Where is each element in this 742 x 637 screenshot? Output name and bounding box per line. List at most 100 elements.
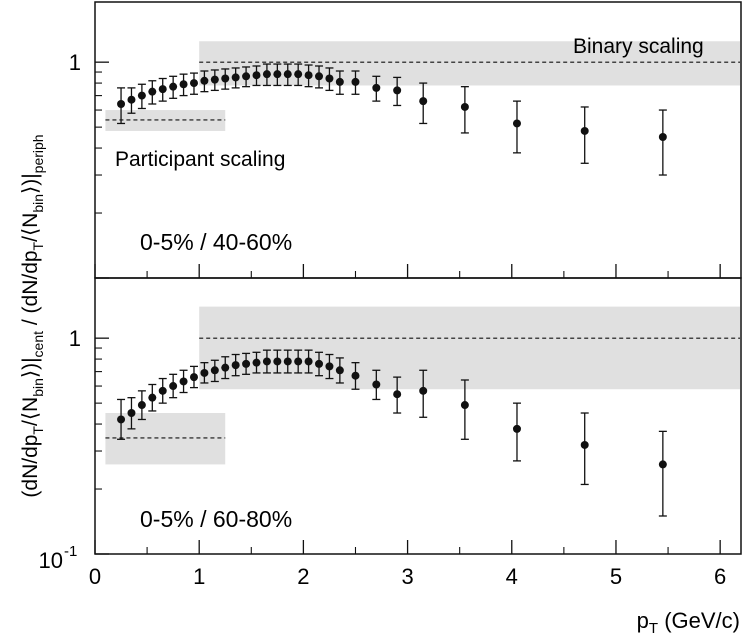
data-point xyxy=(252,71,261,80)
data-point-group xyxy=(200,70,209,93)
data-point xyxy=(189,373,198,382)
data-point xyxy=(169,82,178,91)
data-point-group xyxy=(137,83,146,110)
data-point xyxy=(117,415,126,424)
data-point xyxy=(419,386,428,395)
data-point xyxy=(304,71,313,80)
data-point-group xyxy=(393,376,402,414)
y-label-sub: bin xyxy=(30,194,46,213)
y-label-part: (dN/dp xyxy=(19,435,42,498)
data-point-group xyxy=(137,390,146,421)
x-axis-label: pT (GeV/c) xyxy=(637,608,740,637)
data-point xyxy=(393,86,402,95)
data-point xyxy=(158,386,167,395)
data-point-group xyxy=(512,402,521,462)
data-point xyxy=(148,393,157,402)
data-point xyxy=(372,380,381,389)
data-point xyxy=(127,95,136,104)
data-point-group xyxy=(221,356,230,380)
data-point-group xyxy=(252,65,261,87)
data-point xyxy=(372,83,381,92)
data-point-group xyxy=(221,68,230,90)
data-point-group xyxy=(189,365,198,389)
data-point-group xyxy=(658,109,667,176)
data-point-group xyxy=(283,349,292,374)
y-tick-label: 1 xyxy=(69,50,81,75)
data-point xyxy=(294,357,303,366)
x-tick-label: 1 xyxy=(193,564,205,589)
data-point-group xyxy=(512,100,521,154)
data-point-group xyxy=(460,86,469,134)
data-point xyxy=(283,357,292,366)
y-label-part: / (dN/dp xyxy=(19,250,42,331)
data-point-group xyxy=(117,87,126,125)
data-point-group xyxy=(304,349,313,374)
data-point-group xyxy=(262,63,271,87)
data-point xyxy=(460,102,469,111)
data-point-group xyxy=(158,377,167,404)
y-tick-label: 10 xyxy=(39,548,63,573)
data-point-group xyxy=(315,65,324,89)
data-point-group xyxy=(231,67,240,89)
data-point-group xyxy=(658,430,667,517)
data-point xyxy=(242,72,251,81)
data-point xyxy=(189,79,198,88)
data-point-group xyxy=(335,357,344,384)
binary-scaling-label: Binary scaling xyxy=(573,35,704,58)
data-point-group xyxy=(169,75,178,99)
data-point-group xyxy=(242,352,251,375)
data-point-group xyxy=(148,80,157,105)
data-point xyxy=(315,72,324,81)
x-tick-label: 3 xyxy=(401,564,413,589)
data-point xyxy=(127,409,136,418)
data-point xyxy=(221,74,230,83)
x-tick-label: 6 xyxy=(714,564,726,589)
y-label-part: ⟩)| xyxy=(19,173,42,194)
panel-frame xyxy=(94,277,742,555)
data-point-group xyxy=(179,369,188,394)
data-point xyxy=(283,70,292,79)
data-point-group xyxy=(315,351,324,377)
data-point xyxy=(169,382,178,391)
data-point xyxy=(325,362,334,371)
data-point xyxy=(294,70,303,79)
data-point-group xyxy=(580,412,589,486)
data-point xyxy=(580,126,589,135)
x-tick-label: 2 xyxy=(297,564,309,589)
x-tick-label: 5 xyxy=(610,564,622,589)
data-point-group xyxy=(189,72,198,95)
data-point xyxy=(460,401,469,410)
y-axis-label: (dN/dpT/⟨Nbin⟩)|cent / (dN/dpT/⟨Nbin⟩)|p… xyxy=(19,134,46,497)
data-point xyxy=(335,366,344,375)
x-axis: 0 1 2 3 4 5 6 xyxy=(89,264,726,589)
data-point xyxy=(273,357,282,366)
data-point xyxy=(221,363,230,372)
data-point xyxy=(179,377,188,386)
data-point-group xyxy=(273,349,282,374)
data-point xyxy=(393,390,402,399)
data-point xyxy=(200,368,209,377)
bottom-panel-label: 0-5% / 60-80% xyxy=(140,506,292,532)
x-tick-label: 0 xyxy=(89,564,101,589)
data-point-group xyxy=(242,66,251,88)
x-label-sub: T xyxy=(649,620,658,637)
scaling-band xyxy=(199,41,740,86)
x-label-main: p xyxy=(637,608,649,633)
data-point-group xyxy=(127,87,136,114)
data-point xyxy=(158,85,167,94)
data-point-group xyxy=(179,73,188,97)
data-point-group xyxy=(273,63,282,87)
data-point xyxy=(262,357,271,366)
data-point-group xyxy=(117,398,126,440)
y-label-sub: T xyxy=(30,241,46,250)
data-point-group xyxy=(393,76,402,107)
data-point-group xyxy=(325,353,334,380)
data-point-group xyxy=(372,369,381,401)
data-point xyxy=(210,366,219,375)
data-point-group xyxy=(158,77,167,102)
data-point-group xyxy=(351,362,360,390)
data-point xyxy=(512,119,521,128)
data-point xyxy=(117,99,126,108)
data-point-group xyxy=(304,64,313,88)
